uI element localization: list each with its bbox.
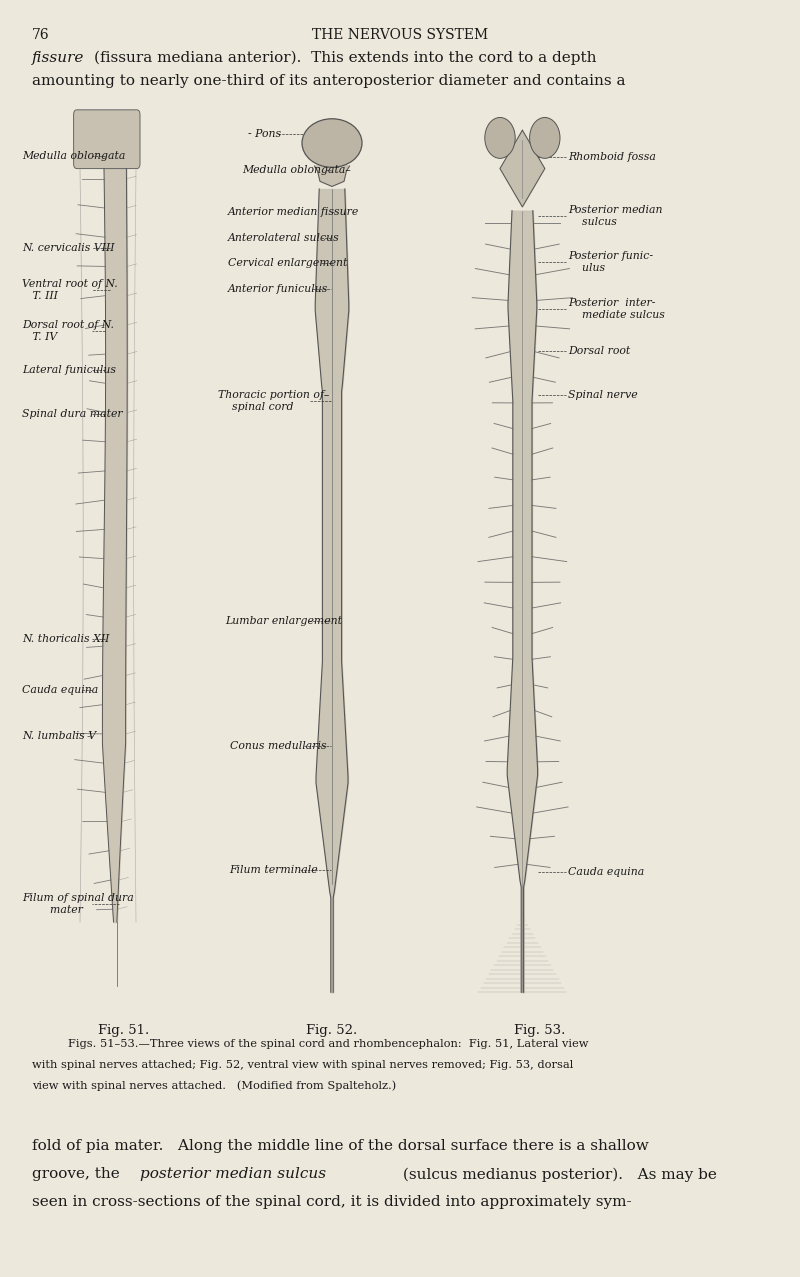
Text: Medulla oblongata–: Medulla oblongata– [242, 165, 351, 175]
Text: Filum terminale: Filum terminale [230, 865, 318, 875]
Text: with spinal nerves attached; Fig. 52, ventral view with spinal nerves removed; F: with spinal nerves attached; Fig. 52, ve… [32, 1060, 574, 1070]
Text: fold of pia mater.   Along the middle line of the dorsal surface there is a shal: fold of pia mater. Along the middle line… [32, 1139, 649, 1153]
Text: Anterior funiculus: Anterior funiculus [228, 283, 328, 294]
Text: Fig. 53.: Fig. 53. [514, 1024, 566, 1037]
Text: Conus medullaris: Conus medullaris [230, 741, 326, 751]
Polygon shape [314, 166, 350, 186]
Text: - Pons: - Pons [248, 129, 281, 139]
Text: view with spinal nerves attached.   (Modified from Spalteholz.): view with spinal nerves attached. (Modif… [32, 1080, 396, 1091]
Text: Anterolateral sulcus: Anterolateral sulcus [228, 232, 340, 243]
Text: Medulla oblongata: Medulla oblongata [22, 151, 126, 161]
Text: Posterior  inter-
    mediate sulcus: Posterior inter- mediate sulcus [568, 299, 665, 319]
Text: Anterior median fissure: Anterior median fissure [228, 207, 359, 217]
Text: Rhomboid fossa: Rhomboid fossa [568, 152, 656, 162]
Text: N. thoricalis XII: N. thoricalis XII [22, 633, 110, 644]
Ellipse shape [302, 119, 362, 167]
Text: fissure: fissure [32, 51, 84, 65]
Text: Spinal nerve: Spinal nerve [568, 389, 638, 400]
Text: amounting to nearly one-third of its anteroposterior diameter and contains a: amounting to nearly one-third of its ant… [32, 74, 626, 88]
Text: Dorsal root: Dorsal root [568, 346, 630, 356]
Ellipse shape [485, 117, 515, 158]
Text: THE NERVOUS SYSTEM: THE NERVOUS SYSTEM [312, 28, 488, 42]
Text: (sulcus medianus posterior).   As may be: (sulcus medianus posterior). As may be [398, 1167, 717, 1181]
Text: 76: 76 [32, 28, 50, 42]
Text: Filum of spinal dura
        mater: Filum of spinal dura mater [22, 894, 134, 914]
Text: Figs. 51–53.—Three views of the spinal cord and rhombencephalon:  Fig. 51, Later: Figs. 51–53.—Three views of the spinal c… [68, 1039, 589, 1050]
Text: Cauda equina: Cauda equina [568, 867, 644, 877]
Text: Dorsal root of N.
   T. IV: Dorsal root of N. T. IV [22, 321, 114, 341]
Text: Fig. 51.: Fig. 51. [98, 1024, 150, 1037]
Text: N. lumbalis V: N. lumbalis V [22, 730, 97, 741]
Text: Posterior funic-
    ulus: Posterior funic- ulus [568, 252, 653, 272]
FancyBboxPatch shape [74, 110, 140, 169]
Text: Cauda equina: Cauda equina [22, 684, 98, 695]
Text: Lumbar enlargement: Lumbar enlargement [226, 616, 342, 626]
Text: N. cervicalis VIII: N. cervicalis VIII [22, 243, 115, 253]
Text: Cervical enlargement: Cervical enlargement [228, 258, 347, 268]
Text: groove, the: groove, the [32, 1167, 125, 1181]
Text: Fig. 52.: Fig. 52. [306, 1024, 358, 1037]
Text: (fissura mediana anterior).  This extends into the cord to a depth: (fissura mediana anterior). This extends… [94, 51, 597, 65]
Text: Spinal dura mater: Spinal dura mater [22, 409, 123, 419]
Text: Lateral funiculus: Lateral funiculus [22, 365, 117, 375]
Text: Thoracic portion of–
    spinal cord: Thoracic portion of– spinal cord [218, 391, 329, 411]
Text: posterior median sulcus: posterior median sulcus [140, 1167, 326, 1181]
Ellipse shape [530, 117, 560, 158]
Polygon shape [500, 130, 545, 207]
Text: seen in cross-sections of the spinal cord, it is divided into approximately sym-: seen in cross-sections of the spinal cor… [32, 1195, 632, 1209]
Text: Posterior median
    sulcus: Posterior median sulcus [568, 206, 662, 226]
Text: Ventral root of N.
   T. III: Ventral root of N. T. III [22, 280, 118, 300]
